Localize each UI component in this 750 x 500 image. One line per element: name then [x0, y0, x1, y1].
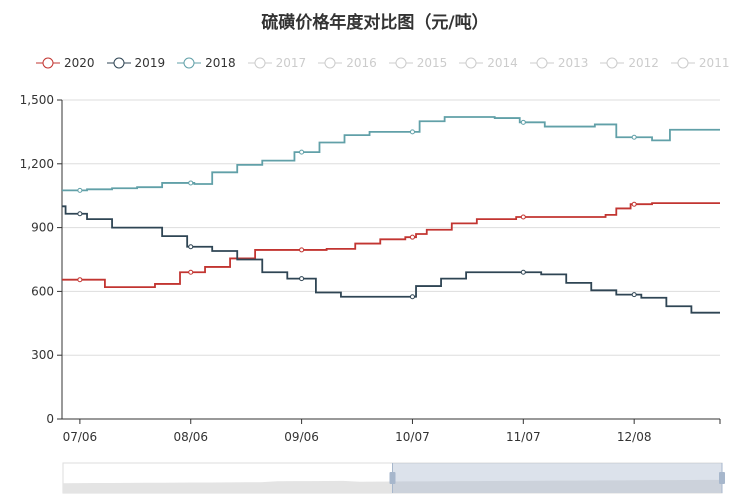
zoom-selected-range[interactable]	[392, 463, 723, 493]
legend-item-2012[interactable]: 2012	[600, 56, 659, 70]
legend-item-2011[interactable]: 2011	[670, 56, 730, 70]
legend-item-2019[interactable]: 2019	[106, 56, 166, 70]
data-point-2019[interactable]	[409, 294, 415, 300]
chart-title: 硫磺价格年度对比图（元/吨）	[261, 13, 489, 33]
x-tick-label: 08/06	[173, 430, 208, 444]
legend-item-2016[interactable]: 2016	[318, 56, 377, 70]
data-point-2020[interactable]	[299, 247, 305, 253]
legend-marker-icon	[670, 57, 695, 69]
legend-marker-icon	[600, 57, 625, 69]
legend-marker-icon	[529, 57, 554, 69]
zoom-handle[interactable]	[719, 472, 725, 484]
legend-marker-icon	[106, 57, 131, 69]
data-point-2019[interactable]	[631, 292, 637, 298]
legend-marker-icon	[318, 57, 343, 69]
legend: 2020 2019 2018 2017 2016 2015 2014 2013 2012 2011	[36, 56, 729, 70]
x-tick-label: 09/06	[284, 430, 319, 444]
legend-label: 2012	[628, 56, 659, 70]
data-point-2018[interactable]	[299, 149, 305, 155]
data-point-2019[interactable]	[188, 244, 194, 250]
data-point-2018[interactable]	[631, 134, 637, 140]
legend-label: 2011	[698, 56, 730, 70]
y-tick-label: 300	[31, 348, 54, 362]
legend-marker-icon	[388, 57, 413, 69]
legend-item-2013[interactable]: 2013	[529, 56, 589, 70]
legend-marker-icon	[36, 57, 60, 69]
series-line-2018[interactable]	[62, 116, 720, 192]
series-line-2019[interactable]	[62, 205, 720, 314]
x-tick-label: 10/07	[395, 430, 430, 444]
data-point-2020[interactable]	[409, 234, 415, 240]
legend-label: 2016	[346, 56, 377, 70]
legend-marker-icon	[459, 57, 484, 69]
data-point-2019[interactable]	[520, 269, 526, 275]
data-point-2019[interactable]	[299, 276, 305, 282]
legend-marker-icon	[177, 57, 202, 69]
data-point-2020[interactable]	[77, 277, 83, 283]
series-line-2020[interactable]	[62, 202, 720, 289]
data-point-2019[interactable]	[77, 211, 83, 217]
x-tick-label: 11/07	[506, 430, 541, 444]
x-tick-label: 07/06	[63, 430, 98, 444]
zoom-handle[interactable]	[389, 472, 396, 484]
y-tick-label: 1,200	[20, 157, 54, 171]
legend-item-2015[interactable]: 2015	[388, 56, 448, 70]
legend-item-2017[interactable]: 2017	[247, 56, 307, 70]
data-point-2020[interactable]	[631, 201, 637, 207]
y-tick-label: 600	[31, 284, 54, 298]
legend-label: 2018	[205, 56, 236, 70]
y-tick-label: 0	[46, 412, 54, 426]
data-point-2020[interactable]	[188, 269, 194, 275]
legend-label: 2013	[557, 56, 589, 70]
legend-label: 2015	[416, 56, 448, 70]
legend-item-2018[interactable]: 2018	[177, 56, 236, 70]
y-tick-label: 900	[31, 221, 54, 235]
legend-label: 2019	[134, 56, 166, 70]
legend-marker-icon	[247, 57, 272, 69]
legend-label: 2014	[487, 56, 518, 70]
data-point-2018[interactable]	[520, 119, 526, 125]
data-point-2018[interactable]	[77, 187, 83, 193]
legend-item-2014[interactable]: 2014	[459, 56, 518, 70]
legend-item-2020[interactable]: 2020	[36, 56, 95, 70]
data-point-2020[interactable]	[520, 214, 526, 220]
data-point-2018[interactable]	[409, 129, 415, 135]
legend-label: 2017	[275, 56, 307, 70]
legend-label: 2020	[64, 56, 95, 70]
y-tick-label: 1,500	[20, 93, 54, 107]
data-point-2018[interactable]	[188, 180, 194, 186]
x-tick-label: 12/08	[617, 430, 652, 444]
